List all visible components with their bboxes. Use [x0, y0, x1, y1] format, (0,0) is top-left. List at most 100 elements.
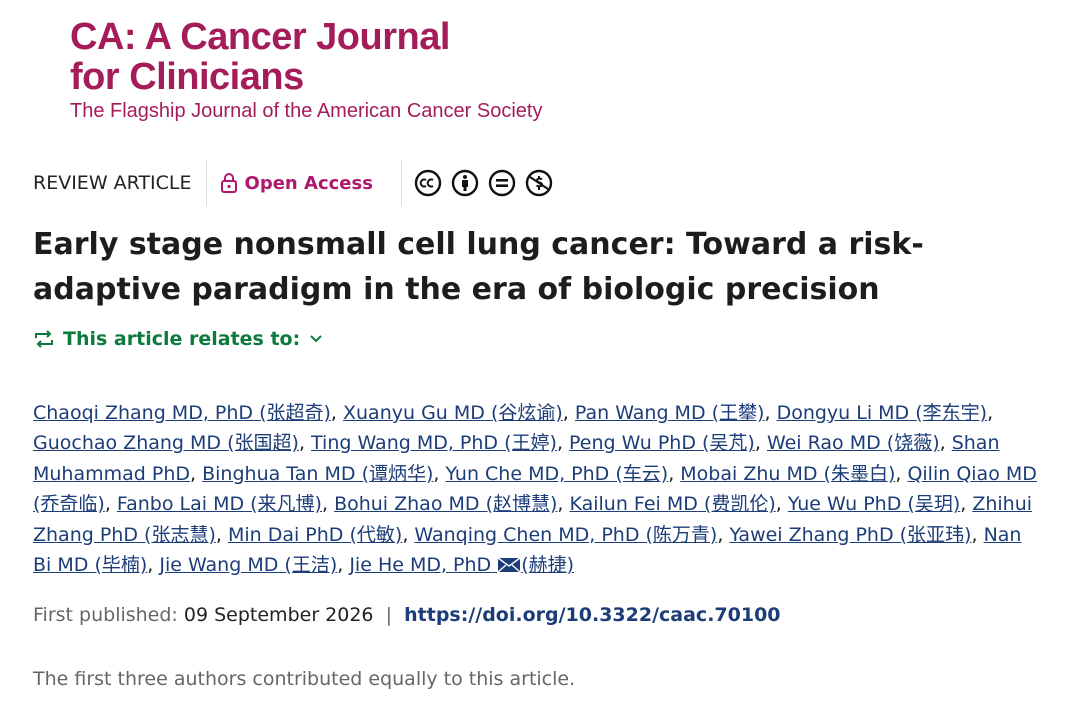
author-list: Chaoqi Zhang MD, PhD (张超奇), Xuanyu Gu MD… [33, 398, 1043, 580]
author-separator: , [337, 554, 344, 577]
author-link[interactable]: Yawei Zhang PhD (张亚玮) [729, 524, 971, 546]
separator: | [385, 604, 393, 626]
author-separator: , [190, 462, 197, 485]
author-native-name: (饶薇) [886, 432, 940, 455]
author-link[interactable]: Ting Wang MD, PhD (王婷) [311, 432, 557, 454]
author-name: Yue Wu PhD [787, 493, 902, 516]
divider [205, 160, 207, 206]
by-icon[interactable] [451, 169, 479, 197]
chevron [310, 335, 322, 343]
author-native-name: (张亚玮) [899, 523, 972, 546]
author-separator: , [104, 493, 111, 516]
author-link[interactable]: Qilin Qiao MD (乔奇临) [33, 463, 1037, 515]
author-link[interactable]: Wei Rao MD (饶薇) [767, 432, 940, 454]
author-name: Peng Wu PhD [569, 432, 696, 455]
author-name: Chaoqi Zhang MD, PhD [33, 402, 254, 424]
author-name: Fanbo Lai MD [116, 493, 245, 516]
divider [400, 160, 402, 206]
author-name: Kailun Fei MD [569, 493, 698, 516]
author-link[interactable]: Fanbo Lai MD (来凡博) [117, 493, 322, 515]
author-name: Binghua Tan MD [202, 462, 356, 485]
author-name: Yawei Zhang PhD [729, 523, 894, 546]
relates-to[interactable]: This article relates to: [33, 328, 324, 350]
author-link[interactable]: Binghua Tan MD (谭炳华) [202, 463, 433, 485]
author-link[interactable]: Dongyu Li MD (李东宇) [777, 402, 988, 424]
author-link[interactable]: Kailun Fei MD (费凯伦) [569, 493, 775, 515]
author-link[interactable]: Zhihui Zhang PhD (张志慧) [33, 493, 1032, 545]
article-meta-row: REVIEW ARTICLE Open Access [33, 160, 553, 206]
author-name: Nan Bi MD [33, 523, 1022, 577]
author-native-name: (谷炫谕) [490, 402, 563, 424]
author-link[interactable]: Pan Wang MD (王攀) [575, 402, 765, 424]
nd-icon[interactable] [488, 169, 516, 197]
author-link[interactable]: Mobai Zhu MD (朱墨白) [680, 463, 895, 485]
author-link[interactable]: Yue Wu PhD (吴玥) [788, 493, 960, 515]
email-icon[interactable] [497, 557, 521, 573]
author-link[interactable]: Chaoqi Zhang MD, PhD (张超奇) [33, 402, 331, 424]
author-separator: , [754, 432, 761, 455]
author-native-name: (王洁) [284, 554, 338, 577]
author-name: Wanqing Chen MD, PhD [414, 523, 640, 546]
author-separator: , [562, 402, 569, 424]
author-separator: , [215, 523, 222, 546]
author-native-name: (来凡博) [250, 493, 322, 516]
author-separator: , [402, 523, 409, 546]
author-link[interactable]: Guochao Zhang MD (张国超) [33, 432, 299, 454]
author-native-name: (朱墨白) [823, 462, 896, 485]
author-native-name: (张志慧) [144, 523, 216, 546]
author-separator: , [557, 493, 564, 516]
author-separator: , [971, 523, 978, 546]
author-separator: , [775, 493, 782, 516]
author-separator: , [987, 402, 994, 424]
author-link[interactable]: Shan Muhammad PhD [33, 432, 1000, 484]
nc-icon[interactable] [525, 169, 553, 197]
author-name: Shan Muhammad PhD [33, 432, 1000, 485]
author-link[interactable]: Wanqing Chen MD, PhD (陈万青) [414, 524, 717, 546]
author-native-name: (张国超) [227, 432, 299, 455]
author-link[interactable]: Peng Wu PhD (吴芃) [569, 432, 755, 454]
author-native-name: (代敏) [349, 523, 403, 546]
journal-title[interactable]: CA: A Cancer Journal [70, 16, 450, 58]
publication-info: First published: 09 September 2026 | htt… [33, 604, 781, 626]
author-separator: , [668, 462, 675, 485]
author-native-name: (费凯伦) [703, 493, 776, 516]
author-name: Guochao Zhang MD [33, 432, 222, 455]
journal-tagline: The Flagship Journal of the American Can… [70, 100, 543, 122]
author-link[interactable]: Yun Che MD, PhD (车云) [445, 463, 668, 485]
author-native-name: (谭炳华) [361, 462, 434, 485]
author-native-name: (陈万青) [645, 523, 718, 546]
author-native-name: (王攀) [711, 402, 765, 424]
author-name: Jie Wang MD [159, 554, 279, 577]
open-access: Open Access [207, 173, 401, 194]
author-name: Dongyu Li MD [776, 402, 910, 424]
author-link[interactable]: Xuanyu Gu MD (谷炫谕) [343, 402, 563, 424]
author-name: Wei Rao MD [766, 432, 881, 455]
author-native-name: (李东宇) [915, 402, 988, 424]
author-name: Yun Che MD, PhD [445, 462, 610, 485]
author-separator: , [433, 462, 440, 485]
author-link[interactable]: Jie He MD, PhD (赫捷) [349, 554, 574, 576]
author-native-name: (乔奇临) [33, 493, 105, 516]
author-link[interactable]: Min Dai PhD (代敏) [228, 524, 402, 546]
author-name: Xuanyu Gu MD [343, 402, 485, 424]
author-native-name: (吴芃) [702, 432, 755, 455]
author-separator: , [960, 493, 967, 516]
author-link[interactable]: Bohui Zhao MD (赵博慧) [334, 493, 557, 515]
author-name: Mobai Zhu MD [680, 462, 818, 485]
author-native-name: (张超奇) [259, 402, 331, 424]
journal-title[interactable]: for Clinicians [70, 56, 304, 98]
article-title: Early stage nonsmall cell lung cancer: T… [33, 227, 924, 307]
author-name: Zhihui Zhang PhD [33, 493, 1033, 546]
author-name: Bohui Zhao MD [334, 493, 480, 516]
author-name: Qilin Qiao MD [907, 462, 1037, 485]
author-link[interactable]: Jie Wang MD (王洁) [159, 554, 337, 576]
author-separator: , [298, 432, 305, 455]
author-name: Pan Wang MD [574, 402, 706, 424]
license-icons[interactable] [402, 169, 553, 197]
author-link[interactable]: Nan Bi MD (毕楠) [33, 524, 1021, 576]
author-name: Min Dai PhD [227, 523, 344, 546]
doi-link[interactable]: https://doi.org/10.3322/caac.70100 [404, 604, 781, 626]
cc-icon[interactable] [414, 169, 442, 197]
author-native-name: (王婷) [504, 432, 557, 455]
